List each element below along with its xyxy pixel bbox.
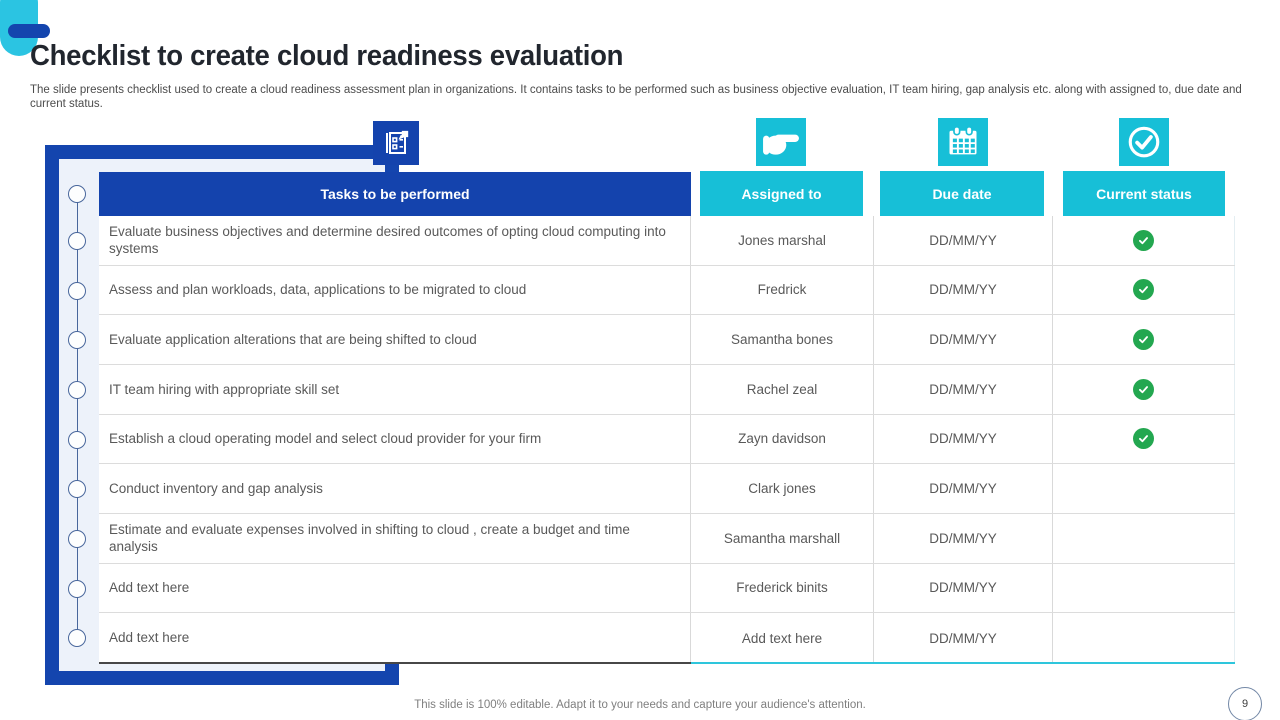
due-date-cell[interactable]: DD/MM/YY xyxy=(874,216,1053,265)
calendar-icon xyxy=(938,118,988,166)
due-date-cell[interactable]: DD/MM/YY xyxy=(874,513,1053,563)
table-row: Assess and plan workloads, data, applica… xyxy=(99,265,1235,316)
assigned-cell[interactable]: Samantha marshall xyxy=(691,513,874,563)
due-date-cell[interactable]: DD/MM/YY xyxy=(874,265,1053,315)
status-cell[interactable] xyxy=(1053,265,1235,315)
table-row: Evaluate application alterations that ar… xyxy=(99,315,1235,365)
status-cell[interactable] xyxy=(1053,315,1235,364)
slide-description: The slide presents checklist used to cre… xyxy=(30,84,1242,111)
status-done-icon xyxy=(1133,428,1154,450)
clipboard-pencil-icon xyxy=(373,121,419,165)
due-date-cell[interactable]: DD/MM/YY xyxy=(874,613,1053,663)
task-cell[interactable]: Evaluate application alterations that ar… xyxy=(99,315,691,364)
due-date-cell[interactable]: DD/MM/YY xyxy=(874,364,1053,414)
table-row: Estimate and evaluate expenses involved … xyxy=(99,513,1235,564)
page-number-badge: 9 xyxy=(1228,687,1262,720)
task-cell[interactable]: Add text here xyxy=(99,613,691,663)
task-cell[interactable]: Conduct inventory and gap analysis xyxy=(99,464,691,513)
page-number: 9 xyxy=(1241,698,1249,710)
table-row: IT team hiring with appropriate skill se… xyxy=(99,364,1235,415)
corner-accent-blue xyxy=(8,24,50,38)
status-done-icon xyxy=(1133,378,1154,400)
page-title: Checklist to create cloud readiness eval… xyxy=(30,40,624,72)
task-cell[interactable]: Evaluate business objectives and determi… xyxy=(99,216,691,265)
status-cell[interactable] xyxy=(1053,464,1235,513)
task-cell[interactable]: Assess and plan workloads, data, applica… xyxy=(99,265,691,315)
task-cell[interactable]: Establish a cloud operating model and se… xyxy=(99,414,691,464)
assigned-cell[interactable]: Rachel zeal xyxy=(691,364,874,414)
table-row: Add text here Frederick binits DD/MM/YY xyxy=(99,563,1235,614)
status-cell[interactable] xyxy=(1053,364,1235,414)
status-cell[interactable] xyxy=(1053,613,1235,663)
assigned-cell[interactable]: Frederick binits xyxy=(691,563,874,613)
status-done-icon xyxy=(1133,329,1154,351)
assigned-cell[interactable]: Jones marshal xyxy=(691,216,874,265)
assigned-cell[interactable]: Fredrick xyxy=(691,265,874,315)
status-done-icon xyxy=(1133,229,1154,251)
table-row: Evaluate business objectives and determi… xyxy=(99,216,1235,266)
task-cell[interactable]: IT team hiring with appropriate skill se… xyxy=(99,364,691,414)
footer-note: This slide is 100% editable. Adapt it to… xyxy=(414,699,866,711)
table-body: Evaluate business objectives and determi… xyxy=(99,216,1235,663)
task-cell[interactable]: Add text here xyxy=(99,563,691,613)
table-bottom-line-cyan xyxy=(691,662,1235,664)
pointing-hand-icon xyxy=(756,118,806,166)
column-header-assigned-to: Assigned to xyxy=(700,171,863,216)
assigned-cell[interactable]: Zayn davidson xyxy=(691,414,874,464)
assigned-cell[interactable]: Add text here xyxy=(691,613,874,663)
check-circle-icon xyxy=(1119,118,1169,166)
due-date-cell[interactable]: DD/MM/YY xyxy=(874,563,1053,613)
table-row: Add text here Add text here DD/MM/YY xyxy=(99,613,1235,663)
column-header-current-status: Current status xyxy=(1063,171,1225,216)
table-row: Establish a cloud operating model and se… xyxy=(99,414,1235,465)
due-date-cell[interactable]: DD/MM/YY xyxy=(874,414,1053,464)
status-cell[interactable] xyxy=(1053,563,1235,613)
status-cell[interactable] xyxy=(1053,216,1235,265)
due-date-cell[interactable]: DD/MM/YY xyxy=(874,315,1053,364)
column-header-due-date: Due date xyxy=(880,171,1044,216)
assigned-cell[interactable]: Samantha bones xyxy=(691,315,874,364)
task-cell[interactable]: Estimate and evaluate expenses involved … xyxy=(99,513,691,563)
assigned-cell[interactable]: Clark jones xyxy=(691,464,874,513)
status-cell[interactable] xyxy=(1053,513,1235,563)
status-cell[interactable] xyxy=(1053,414,1235,464)
column-header-tasks: Tasks to be performed xyxy=(99,172,691,216)
table-row: Conduct inventory and gap analysis Clark… xyxy=(99,464,1235,514)
status-done-icon xyxy=(1133,279,1154,301)
due-date-cell[interactable]: DD/MM/YY xyxy=(874,464,1053,513)
table-bottom-line-dark xyxy=(99,662,691,664)
